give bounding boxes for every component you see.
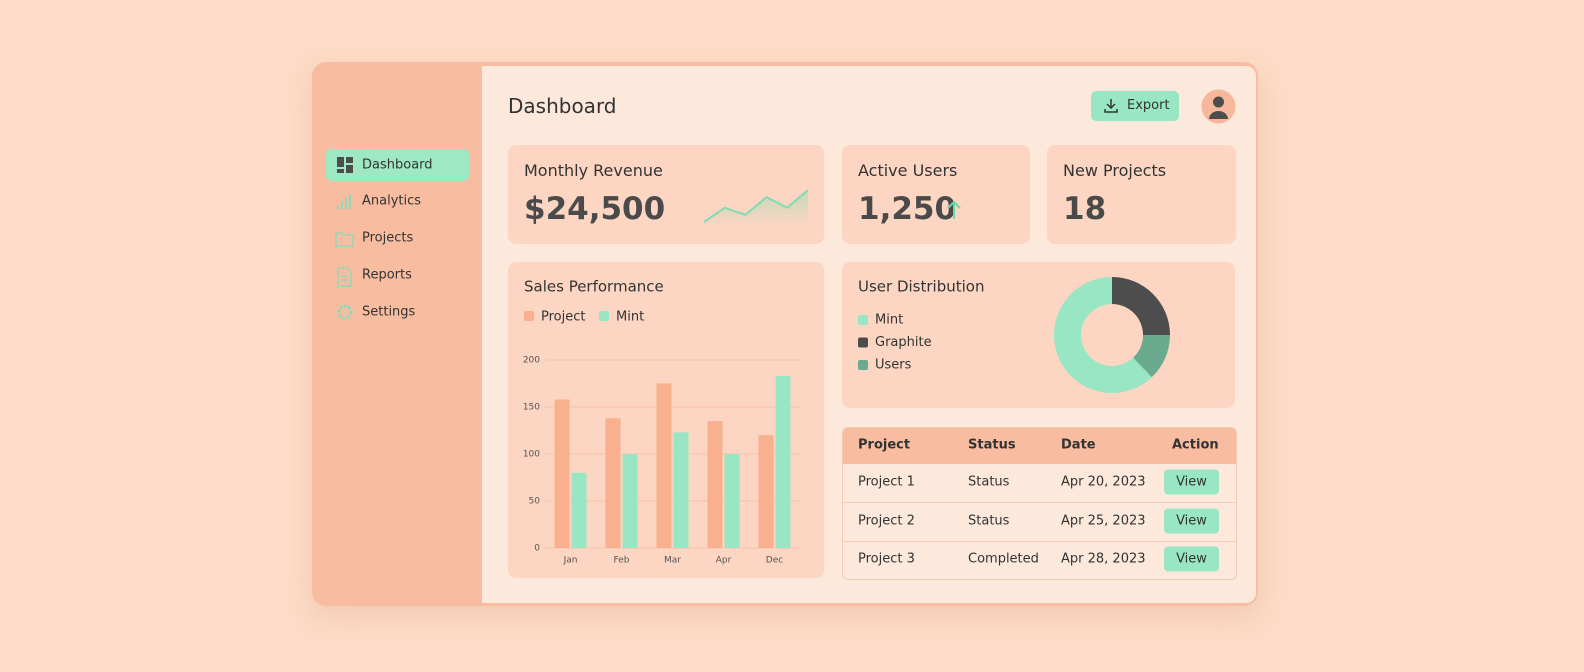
nav-item[interactable]: Dashboard (362, 157, 433, 173)
bar (554, 399, 570, 548)
dashboard-icon (337, 157, 353, 173)
bar (775, 375, 791, 548)
table-cell: Status (968, 474, 1010, 490)
table-header-cell: Project (858, 437, 911, 453)
bar (707, 421, 723, 548)
card-value: $24,500 (524, 191, 666, 227)
up-arrow (947, 200, 961, 219)
donut-slice (1112, 277, 1170, 335)
card-value: 1,250 (858, 191, 957, 227)
x-tick-label: Jan (563, 556, 578, 566)
table-cell: Apr 20, 2023 (1061, 474, 1146, 490)
card-title: Monthly Revenue (524, 161, 663, 180)
view-button[interactable]: View (1164, 546, 1219, 572)
projects-icon (335, 232, 354, 247)
y-tick-label: 0 (534, 544, 540, 554)
legend-swatch (858, 315, 868, 325)
y-tick-label: 200 (523, 356, 540, 366)
x-tick-label: Feb (614, 556, 630, 566)
sparkline-area (704, 190, 808, 226)
legend-label: Mint (875, 313, 903, 328)
bar (571, 472, 587, 548)
y-tick-label: 150 (523, 403, 540, 413)
legend-swatch (524, 311, 534, 321)
analytics-icon (337, 194, 351, 209)
bar (622, 454, 638, 548)
nav-icons (335, 157, 354, 320)
users-card (842, 145, 1030, 244)
table-cell: Status (968, 513, 1010, 528)
card-value: 18 (1063, 191, 1107, 227)
row-divider (843, 541, 1236, 542)
chart-title: User Distribution (858, 278, 984, 296)
settings-icon (337, 304, 353, 320)
chart-title: Sales Performance (524, 278, 664, 296)
row-divider (843, 502, 1236, 503)
x-tick-label: Apr (716, 556, 732, 566)
table-cell: Apr 28, 2023 (1061, 551, 1146, 567)
bar (605, 418, 621, 548)
distribution-chart: User Distribution Mint Graphite Users (858, 277, 1170, 393)
nav-item[interactable]: Projects (362, 230, 414, 246)
donut-slice (1054, 277, 1152, 393)
table-cell: Project 3 (858, 551, 915, 567)
nav-item[interactable]: Settings (362, 304, 416, 320)
table-cell: Apr 25, 2023 (1061, 513, 1146, 528)
table-cell: Completed (968, 551, 1039, 567)
donut-slice (1133, 335, 1170, 378)
nav-item[interactable]: Reports (362, 267, 412, 283)
card-title: Active Users (858, 161, 958, 180)
table-cell: Project 2 (858, 513, 915, 528)
bar (758, 435, 774, 548)
export-label: Export (1127, 98, 1170, 113)
y-tick-label: 100 (523, 450, 540, 460)
sparkline-line (703, 189, 809, 223)
revenue-card (508, 145, 824, 244)
view-button[interactable]: View (1164, 469, 1219, 495)
avatar[interactable] (1201, 89, 1236, 124)
x-tick-label: Dec (766, 556, 783, 566)
projects-card (1047, 145, 1236, 244)
sparkline (703, 189, 809, 226)
nav-item[interactable]: Analytics (362, 193, 422, 209)
legend-swatch (858, 337, 868, 348)
legend-label: Mint (616, 310, 644, 325)
x-tick-label: Mar (664, 556, 681, 566)
legend-label: Project (541, 310, 585, 325)
legend-label: Graphite (875, 335, 932, 350)
sales-chart: Sales Performance Project Mint 0 50 100 150 20… (523, 278, 800, 566)
download-icon (1104, 99, 1118, 113)
export-button[interactable]: Export (1091, 91, 1179, 121)
table-header-cell: Status (968, 437, 1016, 453)
legend-swatch (858, 360, 868, 370)
bar (673, 432, 689, 548)
table-header-cell: Action (1172, 437, 1219, 453)
table-header-cell: Date (1061, 437, 1096, 453)
reports-icon (337, 267, 352, 287)
table-header (843, 428, 1236, 464)
view-button[interactable]: View (1164, 508, 1219, 533)
bar (724, 454, 740, 548)
legend-swatch (599, 311, 609, 321)
bar (656, 383, 672, 548)
legend-label: Users (875, 358, 912, 373)
table-cell: Project 1 (858, 474, 915, 490)
y-tick-label: 50 (529, 497, 541, 507)
card-title: New Projects (1063, 161, 1167, 180)
page-title: Dashboard (508, 94, 617, 118)
